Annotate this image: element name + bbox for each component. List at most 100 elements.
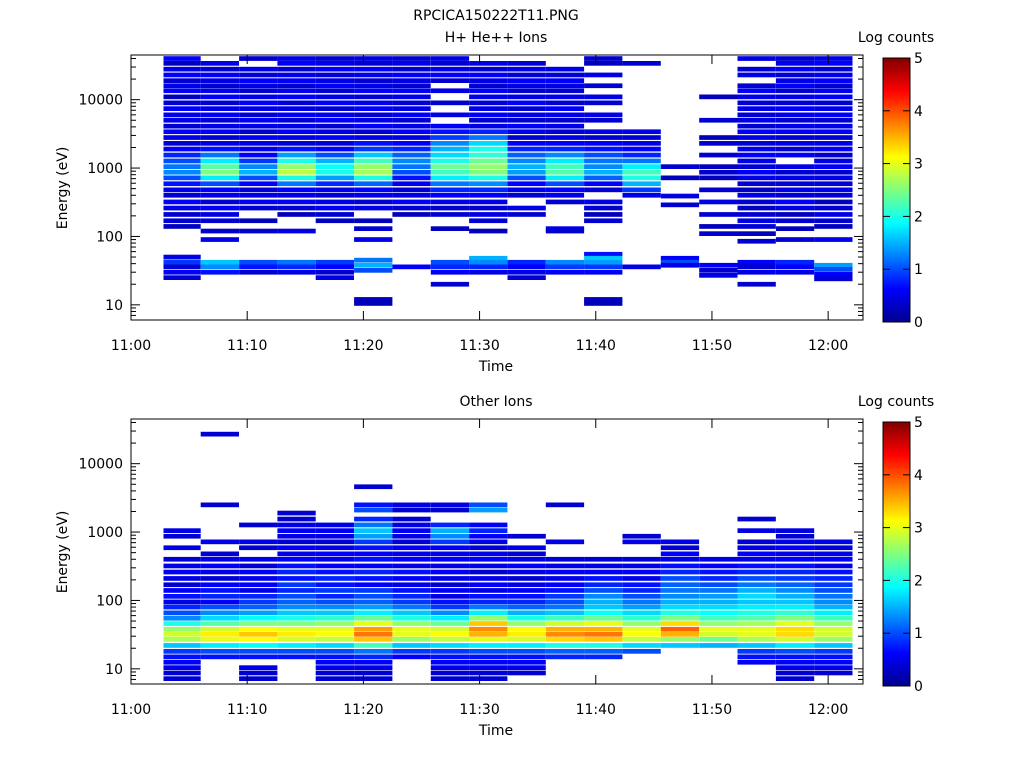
plot-frame — [130, 54, 864, 321]
heatmap-cell — [277, 169, 316, 175]
heatmap-cell — [775, 670, 815, 676]
heatmap-cell — [469, 556, 508, 562]
heatmap-cell — [277, 569, 316, 575]
heatmap-cell — [354, 268, 393, 273]
heatmap-cell — [239, 545, 278, 551]
heatmap-cell — [507, 158, 546, 164]
heatmap-cell — [737, 164, 776, 169]
heatmap-cell — [239, 615, 278, 621]
heatmap-cell — [775, 123, 815, 129]
heatmap-cell — [814, 569, 853, 575]
heatmap-cell — [737, 175, 776, 181]
panel-title: Other Ions — [459, 394, 532, 410]
heatmap-cell — [163, 117, 201, 123]
heatmap-cell — [392, 129, 431, 135]
heatmap-cell — [354, 175, 393, 181]
heatmap-cell — [315, 576, 354, 581]
heatmap-cell — [814, 632, 853, 637]
heatmap-cell — [545, 78, 585, 83]
heatmap-cell — [163, 588, 201, 593]
heatmap-cell — [163, 665, 201, 670]
colorbar: Log counts 0 1 2 3 4 5 — [858, 30, 934, 331]
heatmap-cell — [584, 100, 623, 106]
heatmap-cell — [814, 659, 853, 665]
heatmap-cell — [622, 264, 661, 270]
y-tick-label: 10000 — [78, 457, 123, 473]
heatmap-cell — [315, 141, 354, 146]
heatmap-cell — [163, 599, 201, 605]
heatmap-cell — [392, 539, 431, 545]
heatmap-cell — [660, 259, 700, 265]
heatmap-cell — [315, 676, 354, 681]
heatmap-cell — [392, 78, 431, 83]
heatmap-cell — [660, 582, 700, 588]
heatmap-cell — [814, 594, 853, 599]
heatmap-cell — [315, 275, 354, 280]
heatmap-cell — [584, 152, 623, 158]
heatmap-cell — [200, 551, 239, 557]
heatmap-cell — [277, 94, 316, 100]
heatmap-cells — [163, 431, 853, 681]
heatmap-cell — [315, 610, 354, 616]
heatmap-cell — [584, 141, 623, 146]
heatmap-cell — [200, 264, 239, 270]
heatmap-cell — [430, 582, 470, 588]
heatmap-cell — [315, 582, 354, 588]
heatmap-cell — [392, 175, 431, 181]
heatmap-cell — [584, 255, 623, 261]
heatmap-cell — [315, 218, 354, 224]
y-axis: 10 100 1000 10000 — [78, 57, 863, 321]
heatmap-cell — [200, 237, 239, 242]
heatmap-cell — [814, 654, 853, 660]
heatmap-cell — [775, 169, 815, 175]
heatmap-cell — [545, 621, 585, 626]
heatmap-cell — [163, 141, 201, 146]
heatmap-cell — [469, 218, 508, 224]
heatmap-cell — [660, 576, 700, 581]
heatmap-cell — [737, 66, 776, 72]
heatmap-cell — [163, 123, 201, 129]
heatmap-cell — [392, 212, 431, 217]
heatmap-cell — [584, 594, 623, 599]
heatmap-cell — [469, 269, 508, 275]
heatmap-cell — [200, 582, 239, 588]
heatmap-cell — [622, 637, 661, 642]
heatmap-cell — [622, 181, 661, 187]
heatmap-cell — [737, 169, 776, 175]
colorbar-tick-label: 3 — [914, 157, 923, 173]
heatmap-cell — [737, 146, 776, 152]
colorbar-tick-label: 4 — [914, 468, 923, 484]
heatmap-cell — [277, 175, 316, 181]
heatmap-cell — [277, 112, 316, 118]
heatmap-cell — [775, 654, 815, 660]
heatmap-cell — [430, 264, 470, 270]
heatmap-cell — [737, 56, 776, 61]
heatmap-cell — [814, 556, 853, 562]
heatmap-cell — [430, 164, 470, 169]
heatmap-cell — [814, 112, 853, 118]
heatmap-cell — [430, 205, 470, 211]
heatmap-cell — [545, 187, 585, 193]
heatmap-cell — [239, 621, 278, 626]
heatmap-cell — [737, 649, 776, 654]
colorbar-tick-label: 1 — [914, 626, 923, 642]
heatmap-cell — [163, 610, 201, 616]
heatmap-cell — [660, 563, 700, 569]
heatmap-cell — [392, 576, 431, 581]
heatmap-cell — [545, 599, 585, 605]
heatmap-cell — [392, 187, 431, 193]
heatmap-cell — [430, 141, 470, 146]
heatmap-cell — [469, 626, 508, 632]
heatmap-cell — [315, 621, 354, 626]
heatmap-cell — [775, 146, 815, 152]
heatmap-cell — [775, 665, 815, 670]
heatmap-cell — [315, 112, 354, 118]
heatmap-cell — [814, 192, 853, 198]
heatmap-cell — [775, 106, 815, 111]
heatmap-cell — [545, 66, 585, 72]
heatmap-cell — [392, 528, 431, 533]
heatmap-cell — [163, 56, 201, 61]
heatmap-cell — [200, 632, 239, 637]
heatmap-cell — [163, 582, 201, 588]
heatmap-cell — [277, 264, 316, 270]
